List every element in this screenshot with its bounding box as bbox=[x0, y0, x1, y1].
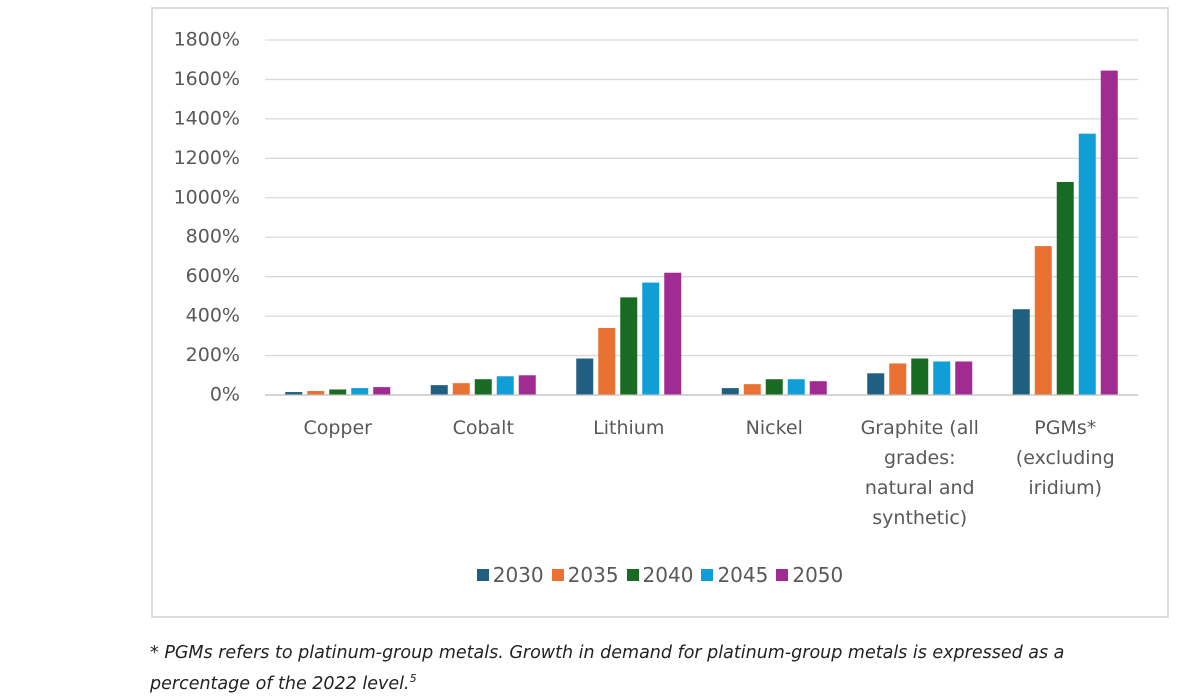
bar bbox=[518, 375, 536, 395]
x-tick-label: PGMs* (excluding iridium) bbox=[1015, 417, 1115, 499]
legend-item: 2030 bbox=[476, 563, 544, 587]
footnote-ref: 5 bbox=[409, 672, 417, 685]
bar bbox=[765, 379, 783, 395]
y-tick-label: 200% bbox=[186, 344, 240, 366]
legend-item: 2045 bbox=[701, 563, 768, 587]
bar bbox=[889, 363, 907, 395]
bar bbox=[867, 373, 885, 395]
bar bbox=[351, 388, 369, 395]
bar bbox=[496, 376, 514, 395]
x-tick-label: Cobalt bbox=[452, 417, 514, 439]
bar bbox=[430, 385, 448, 395]
y-tick-label: 1400% bbox=[174, 107, 240, 129]
bar bbox=[955, 361, 973, 395]
y-tick-label: 400% bbox=[186, 305, 240, 327]
bar bbox=[598, 327, 616, 395]
footnote-text: * PGMs refers to platinum-group metals. … bbox=[150, 643, 1065, 694]
x-tick-label: Nickel bbox=[745, 417, 803, 439]
bar bbox=[642, 282, 660, 395]
x-tick-label: Lithium bbox=[593, 417, 665, 439]
legend-item: 2050 bbox=[776, 563, 843, 587]
y-tick-label: 1200% bbox=[174, 147, 240, 169]
x-tick-label: Graphite (all grades: natural and synthe… bbox=[860, 417, 979, 529]
legend-label: 2050 bbox=[792, 563, 844, 587]
bar bbox=[1078, 133, 1096, 396]
y-tick-label: 1000% bbox=[174, 186, 240, 208]
legend-swatch bbox=[701, 569, 714, 581]
legend-label: 2030 bbox=[492, 563, 544, 587]
y-tick-label: 600% bbox=[186, 265, 240, 287]
bar bbox=[1012, 309, 1030, 395]
y-tick-label: 1600% bbox=[174, 68, 240, 90]
legend-swatch bbox=[626, 569, 639, 581]
bar bbox=[721, 388, 739, 395]
bar bbox=[933, 361, 951, 395]
legend-item: 2035 bbox=[551, 563, 619, 587]
legend-label: 2035 bbox=[567, 563, 619, 587]
bar bbox=[373, 387, 391, 395]
bar bbox=[664, 272, 682, 395]
bar bbox=[1034, 246, 1052, 395]
legend-label: 2040 bbox=[642, 563, 694, 587]
bar bbox=[1100, 70, 1118, 395]
y-tick-label: 800% bbox=[186, 226, 240, 248]
legend-swatch bbox=[551, 569, 564, 581]
bar bbox=[307, 391, 325, 395]
bar bbox=[474, 379, 492, 395]
bar bbox=[743, 384, 761, 395]
legend-swatch bbox=[476, 569, 489, 581]
legend: 2030 2035 2040 2045 2050 bbox=[152, 563, 1168, 587]
legend-label: 2045 bbox=[717, 563, 769, 587]
bar bbox=[620, 297, 638, 395]
bar bbox=[809, 381, 827, 395]
chart-frame bbox=[151, 7, 1169, 618]
bar bbox=[452, 383, 470, 395]
bar bbox=[1056, 182, 1074, 395]
footnote: * PGMs refers to platinum-group metals. … bbox=[150, 640, 1160, 697]
bar bbox=[576, 358, 594, 395]
legend-swatch bbox=[776, 569, 789, 581]
y-tick-label: 1800% bbox=[174, 29, 240, 51]
bar bbox=[329, 389, 347, 395]
y-tick-label: 0% bbox=[210, 384, 240, 406]
x-tick-label: Copper bbox=[303, 417, 372, 439]
bar bbox=[787, 379, 805, 395]
legend-item: 2040 bbox=[626, 563, 694, 587]
bar bbox=[911, 358, 929, 395]
bar bbox=[285, 392, 303, 395]
